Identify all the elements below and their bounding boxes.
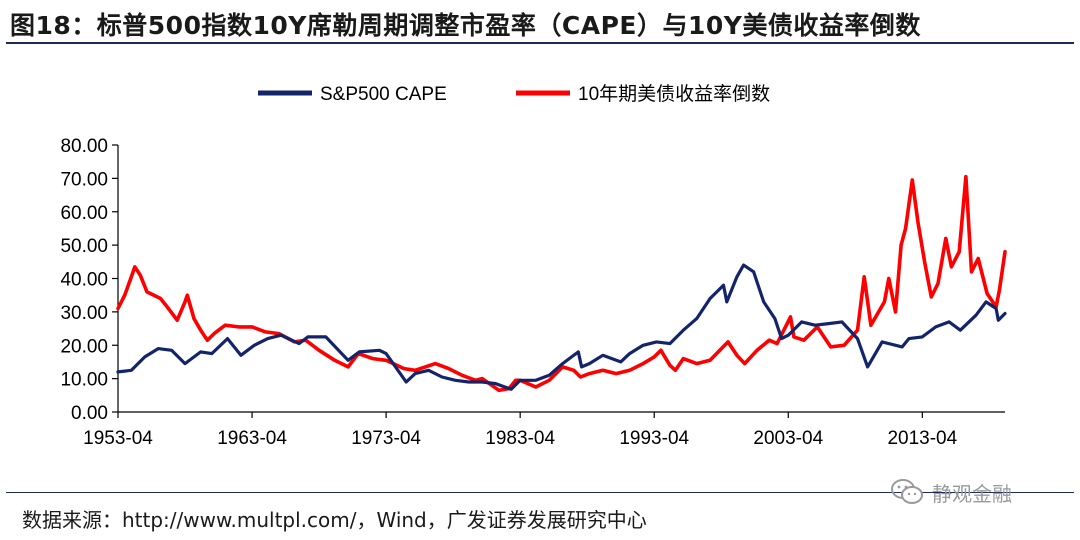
legend-label-inverse-yield: 10年期美债收益率倒数 (578, 83, 770, 105)
x-tick-label: 2003-04 (753, 428, 823, 449)
page-title: 图18：标普500指数10Y席勒周期调整市盈率（CAPE）与10Y美债收益率倒数 (10, 11, 921, 40)
y-tick-label: 10.00 (60, 370, 108, 391)
y-tick-label: 80.00 (60, 136, 108, 157)
source-note: 数据来源：http://www.multpl.com/，Wind，广发证券发展研… (22, 508, 647, 532)
x-tick-label: 1953-04 (83, 428, 153, 449)
series-line-cape (116, 263, 1007, 391)
y-tick-label: 60.00 (60, 203, 108, 224)
y-tick-label: 20.00 (60, 336, 108, 357)
title-divider (6, 42, 1074, 44)
y-tick-label: 30.00 (60, 303, 108, 324)
watermark: 静观金融 (890, 472, 1060, 512)
y-axis: 0.00 10.00 20.00 30.00 40.00 50.00 60.00 70.00 8… (60, 136, 119, 424)
x-tick-label: 1963-04 (217, 428, 287, 449)
y-tick-label: 0.00 (71, 403, 108, 424)
watermark-text: 静观金融 (932, 481, 1012, 506)
x-axis: 1953-04 1963-04 1973-04 1983-04 1993-04 2003-… (83, 411, 1005, 449)
series-line-inverse-yield (116, 174, 1007, 393)
x-tick-label: 1993-04 (619, 428, 689, 449)
wechat-icon (891, 479, 923, 504)
x-tick-label: 2013-04 (887, 428, 957, 449)
x-tick-label: 1973-04 (351, 428, 421, 449)
plot-area (116, 174, 1007, 393)
x-tick-label: 1983-04 (485, 428, 555, 449)
y-tick-label: 50.00 (60, 236, 108, 257)
y-tick-label: 70.00 (60, 169, 108, 190)
legend-label-cape: S&P500 CAPE (320, 84, 447, 105)
footer-divider (6, 492, 1074, 493)
chart-legend: S&P500 CAPE 10年期美债收益率倒数 (258, 83, 770, 105)
cape-yield-line-chart: S&P500 CAPE 10年期美债收益率倒数 0.00 10.00 20.00 30… (60, 83, 1007, 449)
y-tick-label: 40.00 (60, 270, 108, 291)
